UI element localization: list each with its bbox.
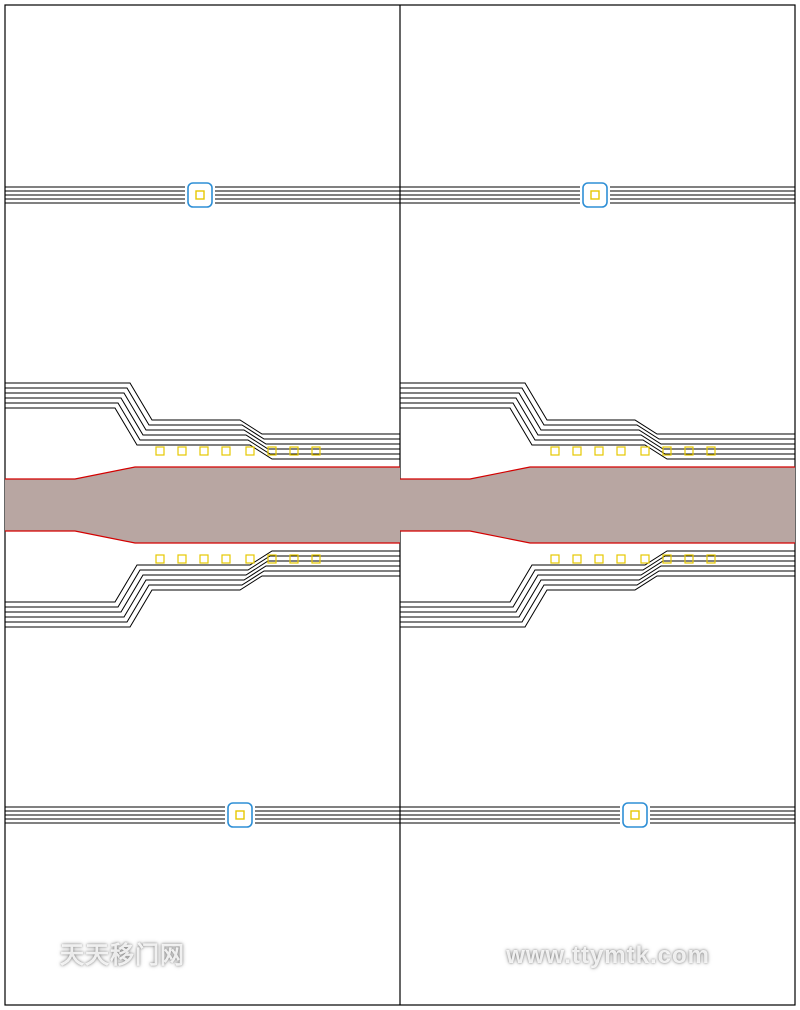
hub-small-square — [573, 555, 581, 563]
hub-trace — [5, 398, 400, 449]
hub-trace — [400, 556, 795, 607]
rail-node-outer — [188, 183, 212, 207]
rail-node-outer — [583, 183, 607, 207]
hub-small-square — [222, 447, 230, 455]
hub-trace — [5, 403, 400, 454]
hub-trace — [400, 398, 795, 449]
rail-group — [5, 803, 400, 827]
hub-small-square — [246, 555, 254, 563]
hub-trace — [5, 571, 400, 622]
hub-small-square — [222, 555, 230, 563]
hub-small-square — [641, 555, 649, 563]
hub-trace — [5, 566, 400, 617]
hub-group — [5, 383, 400, 627]
hub-small-square — [551, 447, 559, 455]
hub-trace — [400, 393, 795, 444]
hub-small-square — [178, 555, 186, 563]
door-pattern-diagram — [0, 0, 800, 1010]
hub-small-square — [617, 447, 625, 455]
hub-group — [400, 383, 795, 627]
hub-trace — [400, 403, 795, 454]
hub-trace — [400, 388, 795, 439]
hub-trace — [5, 556, 400, 607]
hub-small-square — [246, 447, 254, 455]
hub-trace — [400, 566, 795, 617]
hub-small-square — [641, 447, 649, 455]
hub-trace — [5, 393, 400, 444]
hub-trace — [400, 561, 795, 612]
rail-node-outer — [228, 803, 252, 827]
rail-node-outer — [623, 803, 647, 827]
hub-trace — [400, 571, 795, 622]
hub-small-square — [200, 447, 208, 455]
hub-small-square — [156, 555, 164, 563]
hub-small-square — [617, 555, 625, 563]
hub-trace — [5, 388, 400, 439]
rail-group — [400, 183, 795, 207]
hub-small-square — [156, 447, 164, 455]
hub-small-square — [200, 555, 208, 563]
rail-group — [5, 183, 400, 207]
hub-trace — [5, 561, 400, 612]
rail-group — [400, 803, 795, 827]
hub-small-square — [551, 555, 559, 563]
hub-small-square — [595, 555, 603, 563]
hub-small-square — [595, 447, 603, 455]
hub-small-square — [178, 447, 186, 455]
hub-small-square — [573, 447, 581, 455]
